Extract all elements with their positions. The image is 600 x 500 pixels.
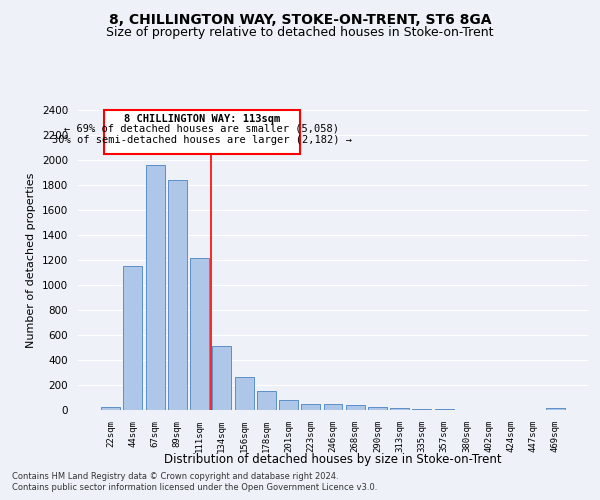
- FancyBboxPatch shape: [104, 110, 299, 154]
- Text: 8 CHILLINGTON WAY: 113sqm: 8 CHILLINGTON WAY: 113sqm: [124, 114, 280, 124]
- Bar: [412, 409, 431, 410]
- Text: 30% of semi-detached houses are larger (2,182) →: 30% of semi-detached houses are larger (…: [52, 135, 352, 145]
- Bar: [546, 408, 565, 410]
- Bar: [346, 405, 365, 410]
- Bar: [435, 409, 454, 410]
- Bar: [279, 400, 298, 410]
- Bar: [257, 390, 276, 410]
- Text: Contains public sector information licensed under the Open Government Licence v3: Contains public sector information licen…: [12, 484, 377, 492]
- Bar: [190, 258, 209, 410]
- Bar: [235, 377, 254, 410]
- Text: ← 69% of detached houses are smaller (5,058): ← 69% of detached houses are smaller (5,…: [64, 124, 340, 134]
- Text: Size of property relative to detached houses in Stoke-on-Trent: Size of property relative to detached ho…: [106, 26, 494, 39]
- Bar: [146, 165, 164, 410]
- Bar: [212, 346, 231, 410]
- Text: 8, CHILLINGTON WAY, STOKE-ON-TRENT, ST6 8GA: 8, CHILLINGTON WAY, STOKE-ON-TRENT, ST6 …: [109, 12, 491, 26]
- Bar: [124, 266, 142, 410]
- Bar: [101, 406, 120, 410]
- Text: Contains HM Land Registry data © Crown copyright and database right 2024.: Contains HM Land Registry data © Crown c…: [12, 472, 338, 481]
- Bar: [301, 404, 320, 410]
- Bar: [368, 407, 387, 410]
- Bar: [168, 180, 187, 410]
- Bar: [323, 404, 343, 410]
- Y-axis label: Number of detached properties: Number of detached properties: [26, 172, 37, 348]
- Text: Distribution of detached houses by size in Stoke-on-Trent: Distribution of detached houses by size …: [164, 454, 502, 466]
- Bar: [390, 408, 409, 410]
